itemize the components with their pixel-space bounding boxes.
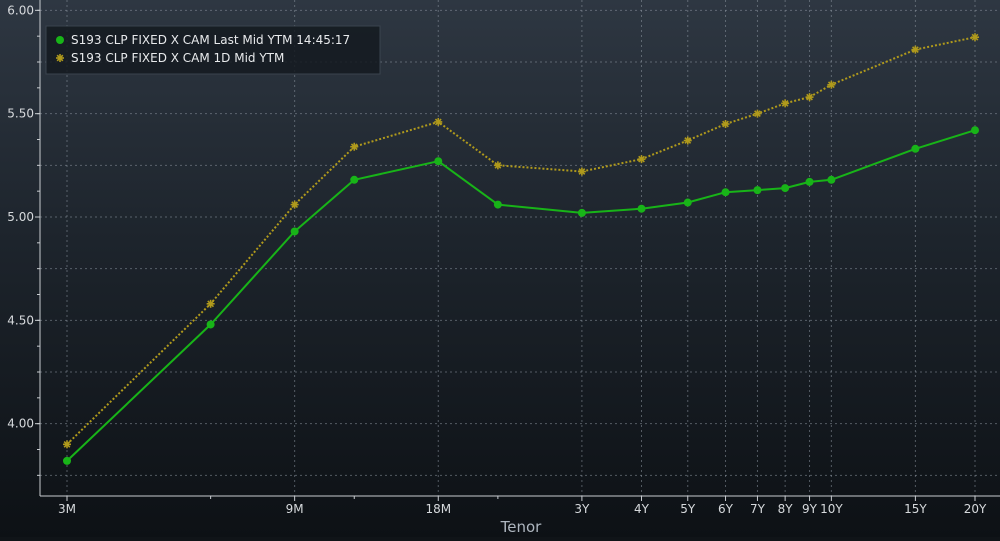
series-1d-point xyxy=(290,200,299,209)
series-last-point xyxy=(911,144,920,153)
x-tick-label: 20Y xyxy=(964,502,987,516)
series-last-point xyxy=(206,320,215,329)
x-tick-label: 15Y xyxy=(904,502,927,516)
x-axis-title: Tenor xyxy=(500,518,543,536)
series-last-point xyxy=(350,175,359,184)
series-1d-point-stroke xyxy=(806,93,813,101)
y-tick-label: 4.50 xyxy=(7,313,34,327)
series-last-point xyxy=(683,198,692,207)
series-1d-line xyxy=(66,36,976,446)
x-ticks: 3M 9M 18M 3Y 4Y 5Y 6Y 7Y 8Y 9Y 10Y 15Y 20Y xyxy=(58,496,987,516)
x-tick-label: 9Y xyxy=(802,502,818,516)
series-last-point xyxy=(637,204,646,213)
series-last-point xyxy=(721,188,730,197)
y-tick-label: 5.50 xyxy=(7,107,34,121)
legend-entry-label: S193 CLP FIXED X CAM Last Mid YTM 14:45:… xyxy=(71,33,350,47)
series-1d-point xyxy=(206,299,215,308)
legend-box xyxy=(45,25,381,75)
series-last-point xyxy=(753,186,762,195)
y-ticks: 4.00 4.50 5.00 5.50 6.00 xyxy=(7,3,40,476)
series-last-point xyxy=(493,200,502,209)
series-1d-point xyxy=(683,136,692,145)
grid xyxy=(40,0,1000,496)
series-last-point xyxy=(577,208,586,217)
x-tick-label: 4Y xyxy=(634,502,650,516)
series-1d-point xyxy=(637,155,646,164)
series-1d-point-stroke xyxy=(494,161,502,169)
x-tick-label: 3Y xyxy=(574,502,590,516)
series-1d-point xyxy=(434,117,443,126)
series-1d-point-stroke xyxy=(434,118,442,126)
y-tick-label: 4.00 xyxy=(7,417,34,431)
series-1d-point xyxy=(971,33,979,42)
series-1d-point-stroke xyxy=(63,440,71,448)
series-1d-point-stroke xyxy=(350,143,358,151)
series-1d-point-stroke xyxy=(827,81,835,89)
series-1d-point-stroke xyxy=(207,300,215,308)
series-1d-point-stroke xyxy=(911,46,919,53)
y-tick-label: 5.00 xyxy=(7,210,34,224)
series-1d-point-stroke xyxy=(684,137,692,144)
legend-marker-asterisk-stroke xyxy=(56,54,64,62)
series-1d-point xyxy=(63,440,71,449)
x-tick-label: 10Y xyxy=(820,502,843,516)
series-last-point xyxy=(805,177,814,186)
series-1d-point xyxy=(911,45,920,54)
series-1d-point xyxy=(781,99,790,108)
x-tick-label: 7Y xyxy=(750,502,766,516)
series-1d-point xyxy=(753,109,762,118)
series-last-point xyxy=(290,227,299,236)
series-1d-point xyxy=(493,161,502,170)
x-tick-label: 8Y xyxy=(778,502,794,516)
x-tick-label: 5Y xyxy=(680,502,696,516)
series-1d-point-stroke xyxy=(291,201,299,208)
series-last-point xyxy=(781,184,790,193)
series-1d-point xyxy=(805,93,814,102)
series-1d-point xyxy=(721,120,730,128)
x-tick-label: 3M xyxy=(58,502,76,516)
series xyxy=(63,33,979,465)
series-1d-point xyxy=(350,142,359,151)
series-last-point xyxy=(827,175,836,184)
x-tick-label: 9M xyxy=(286,502,304,516)
x-tick-label: 18M xyxy=(425,502,451,516)
series-1d-point-stroke xyxy=(971,33,979,41)
x-tick-label: 6Y xyxy=(718,502,734,516)
axes xyxy=(39,0,1000,497)
series-1d-point-stroke xyxy=(578,168,586,175)
series-1d-point xyxy=(827,80,836,89)
legend-marker-circle xyxy=(56,36,64,44)
series-last-point xyxy=(971,126,979,135)
series-1d-point xyxy=(577,167,586,176)
y-tick-label: 6.00 xyxy=(7,3,34,17)
legend: S193 CLP FIXED X CAM Last Mid YTM 14:45:… xyxy=(45,25,381,75)
series-1d-point-stroke xyxy=(781,99,789,107)
legend-marker-asterisk xyxy=(56,54,64,62)
series-last-point xyxy=(63,456,71,465)
series-1d-point-stroke xyxy=(638,155,645,163)
series-1d-point-stroke xyxy=(722,120,729,128)
series-last-point xyxy=(434,157,443,166)
legend-entry-label: S193 CLP FIXED X CAM 1D Mid YTM xyxy=(71,51,284,65)
series-last-line xyxy=(66,129,976,462)
series-1d-point-stroke xyxy=(754,110,761,118)
